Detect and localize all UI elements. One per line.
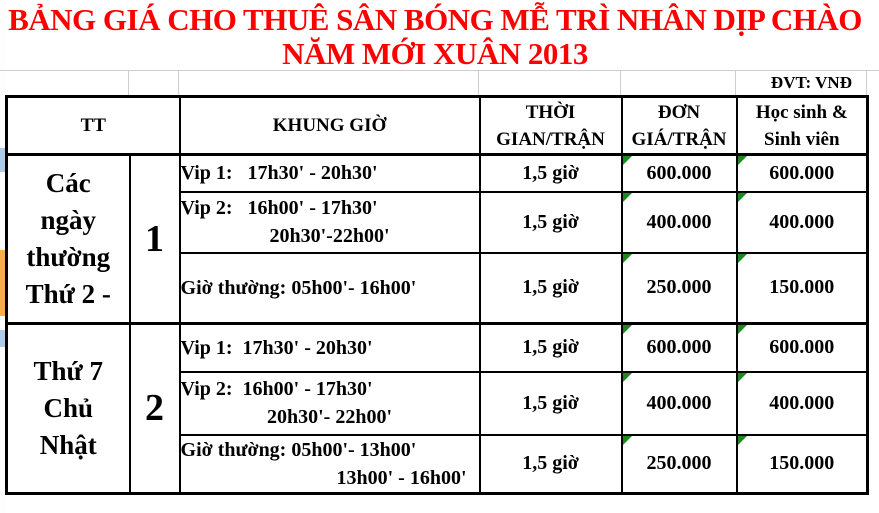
price-cell: 250.000 xyxy=(620,251,738,325)
timeslot-line-1: Vip 1: 17h30' - 20h30' xyxy=(180,162,378,185)
title-line-1: BẢNG GIÁ CHO THUÊ SÂN BÓNG MỄ TRÌ NHÂN D… xyxy=(8,2,862,37)
price-value: 400.000 xyxy=(646,210,712,233)
title-line-2: NĂM MỚI XUÂN 2013 xyxy=(282,36,588,71)
table-row: Vip 2: 16h00' - 17h30' 20h30'-22h00' 1,5… xyxy=(7,190,869,254)
gridline xyxy=(866,71,867,96)
timeslot-line-1: Vip 2: 16h00' - 17h30' xyxy=(180,197,378,219)
price-cell: 600.000 xyxy=(620,153,738,193)
table-row: Thứ 7 Chủ Nhật 2 Vip 1: 17h30' - 20h30' … xyxy=(5,322,869,494)
timeslot-line-1: Vip 2: 16h00' - 17h30' xyxy=(180,378,373,400)
price-value: 250.000 xyxy=(646,276,712,299)
orange-cell-sliver xyxy=(0,250,5,316)
gridline xyxy=(478,71,479,96)
header-cell-don-gia: ĐƠN GIÁ/TRẬN xyxy=(620,95,738,156)
price-cell: 400.000 xyxy=(735,370,869,436)
header-cell-thoi-gian: THỜI GIAN/TRẬN xyxy=(478,95,623,156)
gridline xyxy=(128,71,129,96)
timeslot-line-1: Vip 1: 17h30' - 20h30' xyxy=(180,336,373,359)
section-1-number: 1 xyxy=(128,153,181,325)
gridline xyxy=(735,71,736,96)
table-row: Giờ thường: 05h00'- 13h00' 13h00' - 16h0… xyxy=(7,433,869,494)
duration-cell: 1,5 giờ xyxy=(478,190,623,254)
adjacent-column-sliver xyxy=(0,0,5,513)
blue-cell-sliver xyxy=(0,330,5,347)
price-value: 150.000 xyxy=(769,452,835,474)
price-value: 250.000 xyxy=(646,452,712,474)
cell-error-indicator-icon xyxy=(623,254,632,263)
page-title: BẢNG GIÁ CHO THUÊ SÂN BÓNG MỄ TRÌ NHÂN D… xyxy=(0,3,870,71)
table-row: Giờ thường: 05h00'- 16h00' 1,5 giờ 250.0… xyxy=(7,251,869,325)
header-cell-khung-gio: KHUNG GIỜ xyxy=(178,95,481,156)
gridline xyxy=(0,70,879,71)
table-row: Các ngày thường Thứ 2 - 1 Vip 1: 17h30' … xyxy=(5,153,869,325)
section-2-label: Thứ 7 Chủ Nhật xyxy=(5,322,131,494)
cell-error-indicator-icon xyxy=(623,193,632,202)
cell-error-indicator-icon xyxy=(738,156,747,165)
timeslot-line-2: 20h30'- 22h00' xyxy=(267,406,393,428)
price-value: 400.000 xyxy=(769,391,835,414)
price-cell: 150.000 xyxy=(735,251,869,325)
blue-cell-sliver xyxy=(0,148,5,172)
cell-error-indicator-icon xyxy=(623,436,632,445)
header-cell-tt: TT xyxy=(5,95,181,156)
cell-error-indicator-icon xyxy=(738,436,747,445)
price-cell: 600.000 xyxy=(620,322,738,373)
table-row: Vip 2: 16h00' - 17h30' 20h30'- 22h00' 1,… xyxy=(7,370,869,436)
timeslot-cell: Giờ thường: 05h00'- 16h00' xyxy=(178,251,481,325)
duration-cell: 1,5 giờ xyxy=(478,251,623,325)
duration-cell: 1,5 giờ xyxy=(478,370,623,436)
unit-note: ĐVT: VNĐ xyxy=(770,73,852,92)
gridline xyxy=(178,71,179,96)
price-value: 150.000 xyxy=(769,276,835,299)
duration-cell: 1,5 giờ xyxy=(478,322,623,373)
timeslot-cell: Vip 1: 17h30' - 20h30' xyxy=(178,153,481,193)
cell-error-indicator-icon xyxy=(738,254,747,263)
section-1-label: Các ngày thường Thứ 2 - xyxy=(5,153,131,325)
price-cell: 400.000 xyxy=(620,190,738,254)
cell-error-indicator-icon xyxy=(738,193,747,202)
timeslot-line-1: Giờ thường: 05h00'- 16h00' xyxy=(180,276,417,299)
cell-error-indicator-icon xyxy=(738,373,747,382)
price-value: 400.000 xyxy=(769,210,835,233)
header-cell-hoc-sinh: Học sinh & Sinh viên xyxy=(735,95,869,156)
cell-error-indicator-icon xyxy=(623,326,632,334)
duration-cell: 1,5 giờ xyxy=(478,433,623,494)
cell-error-indicator-icon xyxy=(623,373,632,382)
price-cell: 400.000 xyxy=(735,190,869,254)
timeslot-line-2: 13h00' - 16h00' xyxy=(336,466,467,489)
price-value: 600.000 xyxy=(646,161,712,184)
price-value: 600.000 xyxy=(769,161,835,184)
gridline xyxy=(620,71,621,96)
cell-error-indicator-icon xyxy=(623,156,632,165)
timeslot-cell: Giờ thường: 05h00'- 13h00' 13h00' - 16h0… xyxy=(178,433,481,494)
timeslot-line-2: 20h30'-22h00' xyxy=(269,225,390,247)
price-cell: 600.000 xyxy=(735,322,869,373)
section-2-number: 2 xyxy=(128,322,181,494)
price-cell: 600.000 xyxy=(735,153,869,193)
timeslot-cell: Vip 2: 16h00' - 17h30' 20h30'- 22h00' xyxy=(178,370,481,436)
header-row: TT KHUNG GIỜ THỜI GIAN/TRẬN ĐƠN GIÁ/TRẬN… xyxy=(5,95,869,156)
price-value: 600.000 xyxy=(646,336,712,359)
timeslot-cell: Vip 1: 17h30' - 20h30' xyxy=(178,322,481,373)
price-value: 600.000 xyxy=(769,336,835,359)
cell-error-indicator-icon xyxy=(738,326,747,334)
price-cell: 250.000 xyxy=(620,433,738,494)
duration-cell: 1,5 giờ xyxy=(478,153,623,193)
price-cell: 150.000 xyxy=(735,433,869,494)
price-cell: 400.000 xyxy=(620,370,738,436)
timeslot-cell: Vip 2: 16h00' - 17h30' 20h30'-22h00' xyxy=(178,190,481,254)
price-value: 400.000 xyxy=(646,391,712,414)
price-table: TT KHUNG GIỜ THỜI GIAN/TRẬN ĐƠN GIÁ/TRẬN… xyxy=(5,95,870,495)
timeslot-line-1: Giờ thường: 05h00'- 13h00' xyxy=(180,438,417,461)
